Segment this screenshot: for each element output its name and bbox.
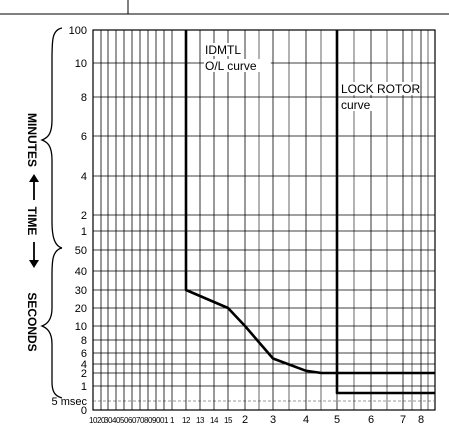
arrow-up-head [29, 174, 39, 182]
x-tick-label-major: 5 [334, 414, 340, 426]
series-label-idmtl: O/L curve [205, 59, 257, 73]
y-tick-label: 1 [81, 381, 87, 393]
x-tick-label-minor: 60 [128, 416, 137, 425]
x-tick-label-minor: 1 [170, 416, 175, 425]
x-tick-label-minor: 40 [112, 416, 121, 425]
series-label-lock-rotor: LOCK ROTOR [341, 82, 420, 96]
series-lock-rotor-curve [335, 30, 435, 395]
minutes-brace [40, 27, 63, 249]
series-label-lock-rotor: curve [341, 98, 371, 112]
y-tick-label: 10 [75, 58, 87, 70]
y-tick-label: 6 [81, 348, 87, 360]
x-tick-label-major: 4 [303, 414, 309, 426]
x-tick-label-minor: 10 [89, 416, 98, 425]
x-tick-labels: 10 20 30 40 50 60 70 80 90 01 1 12 13 14 15 2 3 4 5 6 7 8 [89, 414, 424, 426]
series-labels: IDMTL O/L curve LOCK ROTOR curve [204, 43, 420, 112]
x-tick-label-minor: 50 [120, 416, 129, 425]
y-tick-label: 5 msec [52, 396, 88, 408]
x-tick-label-major: 8 [418, 414, 424, 426]
x-tick-label-minor: 12 [182, 416, 191, 425]
series-label-bg [204, 43, 242, 56]
y-tick-label: 20 [75, 303, 87, 315]
series-idmtl-curve [184, 30, 435, 375]
y-tick-label: 1 [81, 226, 87, 238]
y-tick-label: 8 [81, 335, 87, 347]
x-tick-label-minor: 20 [97, 416, 106, 425]
y-tick-label: 0 [81, 405, 87, 417]
side-arrows [29, 174, 39, 268]
series-label-idmtl: IDMTL [205, 43, 241, 57]
x-tick-label-minor: 80 [144, 416, 153, 425]
y-tick-label: 8 [81, 92, 87, 104]
y-tick-label: 2 [81, 210, 87, 222]
x-tick-label-major: 2 [242, 414, 248, 426]
series-label-bg [340, 82, 414, 95]
x-tick-label-minor: 15 [224, 416, 233, 425]
seconds-brace [40, 247, 63, 399]
y-tick-label: 4 [81, 171, 87, 183]
x-tick-label-minor: 14 [210, 416, 219, 425]
y-tick-label: 100 [69, 25, 87, 37]
x-tick-label-major: 3 [270, 414, 276, 426]
y-tick-label: 50 [75, 245, 87, 257]
y-tick-label: 30 [75, 285, 87, 297]
x-tick-label-major: 6 [368, 414, 374, 426]
y-tick-label: 40 [75, 266, 87, 278]
time-label: TIME [25, 207, 39, 236]
x-tick-label-minor: 70 [136, 416, 145, 425]
y-tick-label: 2 [81, 368, 87, 380]
y-tick-label: 10 [75, 321, 87, 333]
y-tick-label: 6 [81, 131, 87, 143]
x-tick-label-minor: 90 [152, 416, 161, 425]
x-tick-label-minor: 01 [160, 416, 169, 425]
minutes-label: MINUTES [25, 113, 39, 167]
seconds-label: SECONDS [25, 292, 39, 351]
x-tick-label-major: 7 [400, 414, 406, 426]
arrow-down-head [29, 260, 39, 268]
series-group [184, 30, 435, 395]
series-label-bg [340, 98, 378, 111]
x-tick-label-minor: 13 [196, 416, 205, 425]
y-tick-label: 4 [81, 359, 87, 371]
series-label-bg [204, 59, 271, 72]
x-tick-label-minor: 30 [104, 416, 113, 425]
